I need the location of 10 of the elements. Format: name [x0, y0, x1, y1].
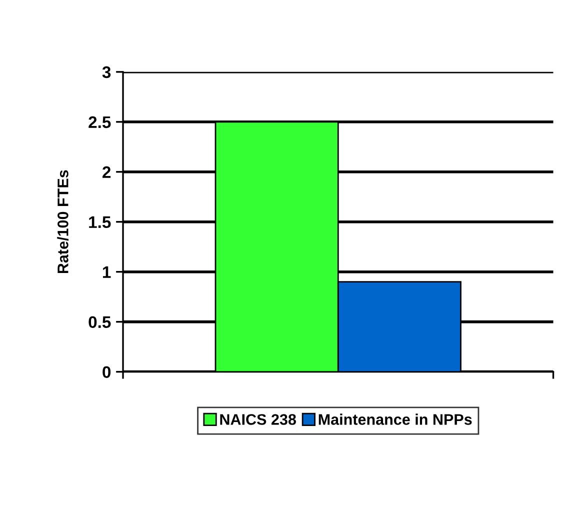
- y-tick-label: 2: [102, 166, 111, 178]
- legend-label: NAICS 238: [220, 414, 296, 425]
- y-tick-label: 1.5: [89, 216, 111, 228]
- y-tick-label: 0: [102, 366, 111, 378]
- y-axis-title: Rate/100 FTEs: [57, 170, 69, 274]
- y-tick-label: 0.5: [88, 316, 111, 328]
- legend-label: Maintenance in NPPs: [318, 414, 472, 425]
- y-tick-label: 3: [102, 66, 111, 78]
- y-tick-label: 1: [102, 266, 111, 278]
- y-tick-label: 2.5: [88, 116, 111, 128]
